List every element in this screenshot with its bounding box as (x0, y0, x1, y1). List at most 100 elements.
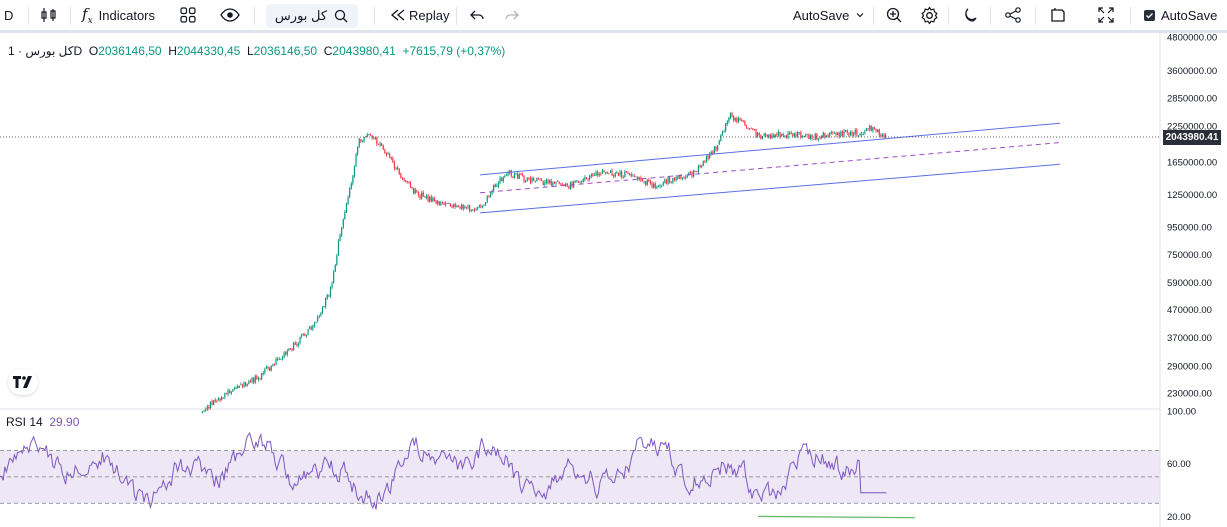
candle-body (800, 131, 802, 138)
rsi-tick-label: 60.00 (1167, 459, 1191, 470)
candle-body (281, 357, 284, 360)
candle-body (801, 135, 804, 137)
candle-body (558, 181, 560, 184)
candle-body (203, 410, 205, 412)
fullscreen-button[interactable] (1097, 0, 1115, 30)
candle-body (360, 139, 362, 142)
tradingview-logo[interactable] (8, 369, 38, 395)
candle-body (280, 359, 282, 360)
rsi-pane[interactable] (0, 431, 1160, 519)
rsi-legend[interactable]: RSI 14 29.90 (6, 415, 79, 429)
symbol-search-button[interactable]: کل بورس (266, 4, 358, 28)
autosave-toggle[interactable]: AutoSave (1144, 0, 1217, 30)
bar-style-button[interactable] (40, 0, 58, 30)
settings-button[interactable] (920, 0, 939, 30)
top-toolbar: D fx Indicators کل بورس (0, 0, 1227, 33)
candle-body (731, 112, 733, 117)
candle-body (864, 131, 866, 134)
candle-body (867, 128, 869, 130)
candle-body (249, 381, 252, 383)
screenshot-icon (1051, 8, 1065, 22)
candle-body (790, 132, 792, 134)
candle-body (579, 182, 581, 184)
candle-body (339, 234, 341, 241)
autosave-toggle-label: AutoSave (1161, 7, 1218, 23)
candle-body (817, 138, 820, 140)
candle-body (321, 307, 324, 313)
undo-button[interactable] (469, 0, 485, 30)
candle-body (667, 176, 669, 184)
indicators-button[interactable]: fx Indicators (82, 0, 155, 30)
candle-body (625, 171, 628, 172)
replay-button[interactable]: Replay (390, 0, 449, 30)
quick-search-button[interactable] (885, 0, 903, 30)
candle-body (478, 205, 480, 208)
candle-body (467, 205, 469, 208)
price-tick-label: 230000.00 (1167, 389, 1212, 400)
candle-body (496, 185, 498, 187)
moon-icon (965, 8, 977, 22)
candle-body (865, 128, 868, 131)
candle-body (848, 133, 850, 136)
candle-body (725, 123, 727, 131)
tradingview-logo-icon (13, 376, 32, 388)
candle-body (840, 131, 842, 136)
candle-body (206, 406, 208, 410)
candle-body (565, 183, 567, 186)
candle-body (549, 179, 551, 183)
candle-body (651, 183, 653, 188)
candle-body (371, 135, 373, 138)
theme-toggle-button[interactable] (961, 0, 979, 30)
price-axis[interactable]: 4800000.00 3600000.00 2850000.00 2250000.00… (1159, 33, 1227, 527)
candle-body (209, 401, 212, 409)
candle-body (395, 167, 397, 169)
chevron-down-icon (856, 13, 864, 18)
candle-body (318, 315, 320, 317)
candle-body (312, 325, 314, 330)
candle-body (512, 176, 514, 178)
candle-body (877, 129, 879, 133)
candle-body (643, 181, 645, 183)
candle-body (278, 358, 280, 360)
candle-body (769, 134, 772, 139)
candle-body (693, 170, 695, 177)
candle-body (222, 397, 224, 399)
candle-body (793, 133, 796, 137)
candle-body (750, 128, 752, 129)
candle-body (669, 177, 671, 183)
autosave-dropdown[interactable]: AutoSave (793, 0, 865, 30)
candle-body (808, 133, 810, 139)
candle-body (438, 201, 440, 205)
price-pane[interactable] (0, 111, 1227, 414)
candle-body (320, 312, 322, 316)
redo-button[interactable] (504, 0, 520, 30)
interval-label: D (4, 7, 14, 23)
candle-body (453, 204, 455, 207)
candle-body (272, 364, 274, 367)
candle-body (813, 138, 815, 140)
templates-button[interactable] (179, 0, 197, 30)
candle-body (630, 173, 632, 177)
candle-body (337, 240, 340, 256)
candle-body (353, 166, 356, 177)
candle-body (440, 202, 442, 205)
candle-body (638, 177, 640, 180)
candle-body (230, 391, 232, 394)
interval-button[interactable]: D (4, 0, 13, 30)
candle-body (803, 135, 805, 137)
share-button[interactable] (1004, 0, 1022, 30)
legend-high-key: H (168, 44, 177, 58)
chart-canvas[interactable]: 4800000.00 3600000.00 2850000.00 2250000.00… (0, 33, 1227, 527)
candle-body (742, 120, 744, 122)
candle-body (597, 171, 599, 176)
visibility-button[interactable] (220, 0, 240, 30)
candle-body (856, 129, 858, 136)
screenshot-button[interactable] (1049, 0, 1067, 30)
candle-body (254, 375, 256, 383)
candle-body (605, 172, 607, 174)
candle-body (241, 384, 244, 387)
candle-body (633, 176, 636, 177)
candle-body (224, 392, 226, 398)
candle-body (606, 172, 608, 174)
autosave-checkbox[interactable] (1144, 9, 1155, 21)
